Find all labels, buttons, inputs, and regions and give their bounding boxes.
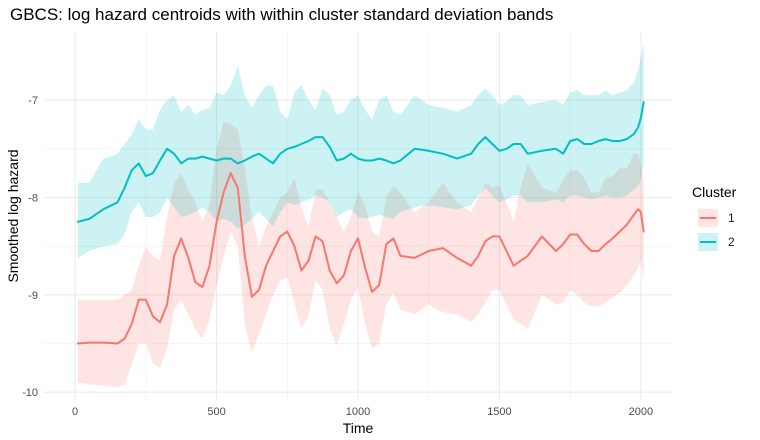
centroid-line-cluster-1 [76, 172, 645, 345]
legend: Cluster 1 2 [692, 184, 736, 254]
x-tick-labels: 0 500 1000 1500 2000 [72, 406, 653, 418]
centroid-line-cluster-2 [76, 101, 645, 223]
y-axis-title: Smoothed log hazard [5, 149, 21, 282]
sd-band-cluster-1 [77, 121, 644, 388]
x-axis-title: Time [343, 420, 374, 436]
legend-key-cluster-2 [698, 233, 718, 251]
sd-band-cluster-2 [77, 43, 644, 258]
x-tick-label: 500 [207, 406, 225, 418]
legend-key-cluster-1 [698, 209, 718, 227]
legend-item-cluster-2: 2 [692, 230, 736, 254]
y-tick-label: -10 [22, 387, 38, 399]
chart-title: GBCS: log hazard centroids with within c… [10, 5, 554, 24]
legend-label: 2 [728, 235, 735, 249]
x-tick-label: 1000 [346, 406, 370, 418]
x-tick-label: 0 [72, 406, 78, 418]
y-tick-label: -9 [28, 290, 38, 302]
sd-bands [77, 43, 644, 388]
legend-title: Cluster [692, 184, 737, 200]
y-tick-label: -8 [28, 193, 38, 205]
x-tick-label: 2000 [629, 406, 653, 418]
y-tick-labels: -10 -9 -8 -7 [22, 95, 38, 399]
y-tick-label: -7 [28, 95, 38, 107]
centroid-lines [76, 101, 645, 345]
legend-label: 1 [728, 211, 735, 225]
major-gridlines [44, 32, 672, 400]
legend-item-cluster-1: 1 [692, 206, 736, 230]
x-tick-label: 1500 [487, 406, 511, 418]
